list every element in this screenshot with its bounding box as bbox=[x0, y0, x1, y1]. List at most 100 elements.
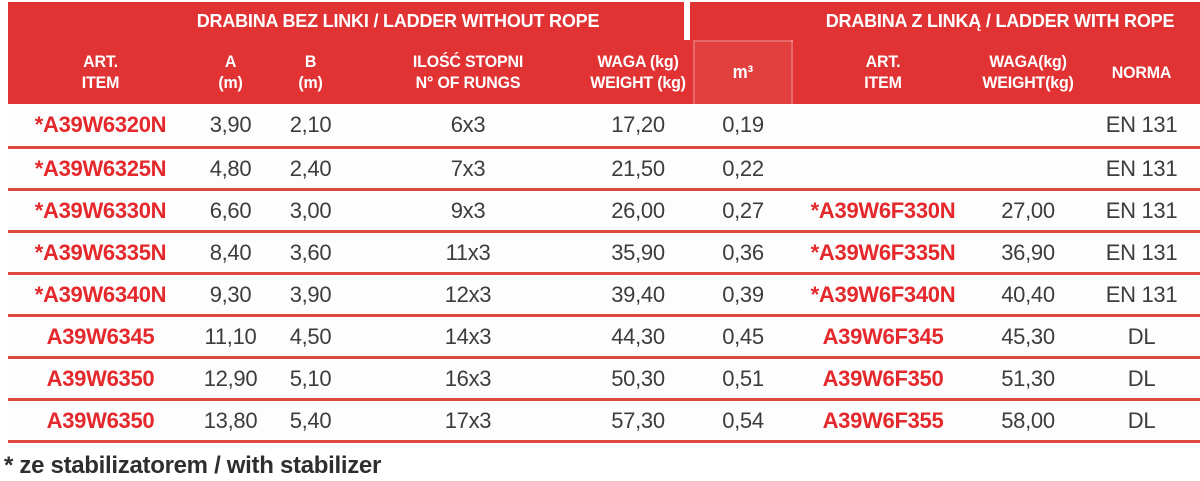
cell-art-item: A39W6345 bbox=[46, 323, 155, 349]
cell-art-item-rope: *A39W6F330N bbox=[810, 197, 956, 223]
cell-a-m: 6,60 bbox=[209, 197, 252, 223]
cell-rungs: 14x3 bbox=[444, 323, 492, 349]
cell-rungs: 6x3 bbox=[450, 112, 486, 137]
table-row: *A39W6340N 9,30 3,90 12x3 39,40 0,39 *A3… bbox=[8, 272, 1200, 314]
col-header-line: WAGA(kg) bbox=[989, 52, 1067, 71]
cell-rungs: 11x3 bbox=[445, 239, 491, 265]
cell-volume: 0,27 bbox=[722, 197, 764, 223]
cell-volume: 0,19 bbox=[722, 112, 764, 137]
table-body: *A39W6320N 3,90 2,10 6x3 17,20 0,19 EN 1… bbox=[8, 104, 1200, 443]
col-header-a-m: A (m) bbox=[195, 40, 266, 104]
table-row: A39W6345 11,10 4,50 14x3 44,30 0,45 A39W… bbox=[8, 314, 1200, 356]
cell-weight-rope: 40,40 bbox=[1001, 281, 1055, 307]
col-header-line: (m) bbox=[298, 73, 323, 92]
cell-a-m: 11,10 bbox=[204, 323, 257, 349]
cell-weight: 44,30 bbox=[611, 323, 665, 349]
col-header-norma: NORMA bbox=[1087, 40, 1197, 104]
cell-norma: DL bbox=[1127, 365, 1156, 391]
cell-norma: EN 131 bbox=[1105, 112, 1178, 137]
cell-volume: 0,22 bbox=[722, 155, 764, 181]
cell-weight-rope bbox=[973, 149, 1083, 188]
cell-volume: 0,45 bbox=[722, 323, 764, 349]
cell-norma: DL bbox=[1127, 323, 1156, 349]
cell-rungs: 12x3 bbox=[444, 281, 492, 307]
cell-volume: 0,51 bbox=[722, 365, 764, 391]
col-header-line: ART. bbox=[83, 52, 118, 71]
col-header-art-item: ART. ITEM bbox=[14, 40, 188, 104]
cell-weight: 39,40 bbox=[611, 281, 665, 307]
col-header-line: WAGA (kg) bbox=[597, 52, 679, 71]
cell-b-m: 3,90 bbox=[289, 281, 332, 307]
cell-art-item-rope bbox=[793, 104, 973, 146]
cell-norma: EN 131 bbox=[1105, 281, 1178, 307]
col-header-line: B bbox=[304, 52, 317, 71]
cell-b-m: 2,10 bbox=[289, 112, 332, 137]
table-row: A39W6350 12,90 5,10 16x3 50,30 0,51 A39W… bbox=[8, 356, 1200, 398]
cell-b-m: 5,40 bbox=[289, 407, 332, 433]
col-header-line: ILOŚĆ STOPNI bbox=[412, 52, 524, 71]
cell-norma: EN 131 bbox=[1105, 155, 1178, 181]
cell-b-m: 5,10 bbox=[289, 365, 332, 391]
cell-weight: 50,30 bbox=[611, 365, 665, 391]
cell-weight: 17,20 bbox=[611, 112, 665, 137]
table-row: A39W6350 13,80 5,40 17x3 57,30 0,54 A39W… bbox=[8, 398, 1200, 440]
cell-norma: EN 131 bbox=[1105, 239, 1178, 265]
table-row: *A39W6320N 3,90 2,10 6x3 17,20 0,19 EN 1… bbox=[8, 104, 1200, 146]
ladder-spec-table: DRABINA BEZ LINKI / LADDER WITHOUT ROPE … bbox=[8, 2, 1200, 443]
cell-rungs: 7x3 bbox=[450, 155, 486, 181]
cell-volume: 0,39 bbox=[722, 281, 764, 307]
column-header-row: ART. ITEM A (m) B (m) ILOŚĆ STOPNI N° OF… bbox=[8, 40, 1200, 104]
col-header-b-m: B (m) bbox=[271, 40, 351, 104]
cell-a-m: 13,80 bbox=[203, 407, 258, 433]
section-title-without-rope: DRABINA BEZ LINKI / LADDER WITHOUT ROPE bbox=[196, 10, 600, 31]
col-header-line: m³ bbox=[732, 61, 754, 82]
cell-a-m: 12,90 bbox=[203, 365, 258, 391]
cell-a-m: 8,40 bbox=[209, 239, 252, 265]
cell-norma: EN 131 bbox=[1105, 197, 1178, 223]
cell-b-m: 4,50 bbox=[289, 323, 332, 349]
cell-weight-rope bbox=[973, 104, 1083, 146]
cell-weight-rope: 36,90 bbox=[1001, 239, 1055, 265]
cell-art-item: *A39W6325N bbox=[34, 155, 167, 181]
col-header-line: (m) bbox=[218, 73, 243, 92]
cell-norma: DL bbox=[1127, 407, 1156, 433]
cell-art-item: *A39W6320N bbox=[34, 112, 167, 137]
cell-b-m: 3,00 bbox=[289, 197, 332, 223]
cell-weight: 21,50 bbox=[611, 155, 665, 181]
col-header-rungs: ILOŚĆ STOPNI N° OF RUNGS bbox=[360, 40, 576, 104]
col-header-weight-rope: WAGA(kg) WEIGHT(kg) bbox=[976, 40, 1079, 104]
cell-art-item-rope: *A39W6F340N bbox=[810, 281, 956, 307]
col-header-line: ITEM bbox=[864, 73, 902, 92]
stabilizer-footnote: * ze stabilizatorem / with stabilizer bbox=[4, 452, 382, 479]
col-header-volume: m³ bbox=[693, 40, 793, 104]
table-row: *A39W6325N 4,80 2,40 7x3 21,50 0,22 EN 1… bbox=[8, 146, 1200, 188]
cell-weight-rope: 27,00 bbox=[1001, 197, 1055, 223]
table-row: *A39W6330N 6,60 3,00 9x3 26,00 0,27 *A39… bbox=[8, 188, 1200, 230]
section-title-with-rope: DRABINA Z LINKĄ / LADDER WITH ROPE bbox=[825, 10, 1175, 31]
cell-b-m: 3,60 bbox=[289, 239, 332, 265]
cell-weight: 57,30 bbox=[611, 407, 665, 433]
cell-weight: 35,90 bbox=[611, 239, 665, 265]
col-header-line: WEIGHT(kg) bbox=[982, 73, 1074, 92]
col-header-line: N° OF RUNGS bbox=[415, 73, 521, 92]
col-header-weight: WAGA (kg) WEIGHT (kg) bbox=[586, 40, 689, 104]
cell-rungs: 16x3 bbox=[444, 365, 492, 391]
cell-art-item: *A39W6335N bbox=[34, 239, 167, 265]
cell-b-m: 2,40 bbox=[289, 155, 332, 181]
col-header-line: A bbox=[224, 52, 237, 71]
cell-volume: 0,54 bbox=[722, 407, 764, 433]
cell-weight-rope: 58,00 bbox=[1001, 407, 1055, 433]
cell-art-item-rope: *A39W6F335N bbox=[810, 239, 956, 265]
cell-weight: 26,00 bbox=[611, 197, 665, 223]
table-row: *A39W6335N 8,40 3,60 11x3 35,90 0,36 *A3… bbox=[8, 230, 1200, 272]
cell-a-m: 3,90 bbox=[209, 112, 252, 137]
cell-rungs: 9x3 bbox=[450, 197, 486, 223]
cell-art-item: A39W6350 bbox=[46, 365, 155, 391]
title-divider bbox=[684, 2, 690, 40]
cell-art-item: *A39W6340N bbox=[34, 281, 167, 307]
cell-rungs: 17x3 bbox=[444, 407, 492, 433]
cell-weight-rope: 45,30 bbox=[1001, 323, 1055, 349]
cell-art-item-rope: A39W6F345 bbox=[822, 323, 944, 349]
cell-art-item-rope: A39W6F355 bbox=[822, 407, 944, 433]
col-header-line: ITEM bbox=[81, 73, 120, 92]
